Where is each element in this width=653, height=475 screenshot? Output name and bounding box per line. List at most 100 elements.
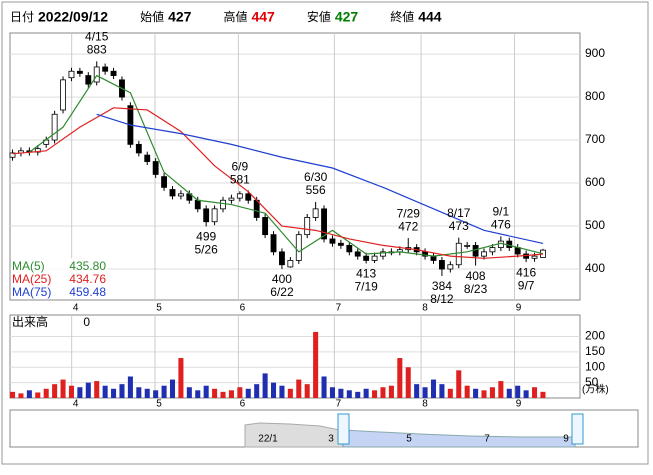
candle-body <box>93 66 100 83</box>
candle-body <box>304 217 311 236</box>
volume-bar <box>329 387 335 398</box>
candle-body <box>354 251 361 257</box>
volume-current: 0 <box>83 315 90 329</box>
legend-value: 434.76 <box>69 272 106 286</box>
volume-bar <box>430 379 437 398</box>
y-tick-label: 400 <box>585 261 605 275</box>
y-tick-label: 150 <box>585 344 605 358</box>
navigator-label: 3 <box>328 434 334 445</box>
candle-body <box>447 264 454 270</box>
candle-body <box>497 240 504 248</box>
volume-bar <box>18 393 24 398</box>
annotation-date: 6/30 <box>304 170 328 184</box>
candle-body <box>245 193 252 201</box>
volume-bar <box>523 390 529 398</box>
volume-bar <box>237 387 243 398</box>
y-tick-label: 900 <box>585 46 605 60</box>
candle-body <box>514 247 521 255</box>
candle-body <box>152 161 159 175</box>
navigator-handle[interactable] <box>571 413 584 445</box>
annotation-date: 6/9 <box>232 159 249 173</box>
header-label: 安値 <box>307 9 331 24</box>
volume-bar <box>161 385 167 398</box>
volume-bar <box>439 384 445 398</box>
candle-body <box>312 208 319 218</box>
candle-body <box>295 234 302 261</box>
volume-bar <box>254 384 260 398</box>
header-value: 444 <box>418 9 442 25</box>
candle-body <box>169 189 176 197</box>
candle-body <box>110 70 117 76</box>
y-tick-label: 50 <box>585 375 599 389</box>
x-tick-label: 8 <box>422 399 428 410</box>
header-value: 427 <box>335 9 359 25</box>
volume-bar <box>473 388 479 398</box>
volume-bar <box>388 385 394 398</box>
volume-bar <box>304 384 310 398</box>
volume-bar <box>540 391 546 398</box>
volume-bar <box>372 390 378 398</box>
volume-bar <box>153 390 159 398</box>
volume-bar <box>363 388 369 398</box>
volume-bar <box>228 390 234 398</box>
candle-body <box>236 193 243 199</box>
header-value: 427 <box>168 9 192 25</box>
candle-body <box>220 199 226 210</box>
annotation-value: 473 <box>449 219 469 233</box>
volume-bar <box>456 370 462 398</box>
candle-body <box>321 208 327 240</box>
volume-bar <box>127 376 133 398</box>
annotation-value: 556 <box>306 183 326 197</box>
volume-bar <box>102 385 108 398</box>
header-label: 日付 <box>10 10 34 24</box>
annotation-value: 384 <box>432 279 452 293</box>
annotation-value: 499 <box>196 230 216 244</box>
x-tick-label: 5 <box>156 303 162 314</box>
navigator-handle[interactable] <box>337 413 350 445</box>
header-value: 2022/09/12 <box>38 9 108 25</box>
candle-body <box>135 143 142 154</box>
annotation-value: 581 <box>230 172 250 186</box>
volume-panel <box>9 314 581 399</box>
volume-bar <box>498 381 504 398</box>
volume-bar <box>26 390 32 398</box>
x-tick-label: 9 <box>516 399 522 410</box>
volume-unit: (万株) <box>582 383 609 396</box>
y-tick-label: 600 <box>585 175 605 189</box>
volume-bar <box>119 384 125 398</box>
candle-body <box>144 154 151 162</box>
x-tick-label: 9 <box>516 303 522 314</box>
x-tick-label: 4 <box>73 399 79 410</box>
x-tick-label: 7 <box>336 399 342 410</box>
legend-value: 459.48 <box>69 285 106 299</box>
candle-body <box>287 260 294 268</box>
annotation-date: 8/17 <box>447 206 471 220</box>
volume-bar <box>506 388 512 398</box>
ma-line <box>29 74 544 257</box>
navigator-label: 7 <box>484 434 490 445</box>
annotation-date: 4/15 <box>85 30 109 44</box>
volume-bar <box>380 387 386 398</box>
volume-bar <box>68 385 74 398</box>
volume-bar <box>422 387 428 398</box>
candle-body <box>60 79 66 111</box>
navigator-label: 9 <box>563 434 569 445</box>
candle-body <box>346 244 353 253</box>
annotation-value: 883 <box>87 43 107 57</box>
annotation-value: 476 <box>491 218 511 232</box>
volume-bar <box>489 387 495 398</box>
volume-bar <box>279 385 285 398</box>
candle-body <box>464 244 471 247</box>
header-label: 始値 <box>140 9 164 24</box>
ma-line <box>12 107 544 259</box>
volume-bar <box>43 388 49 398</box>
volume-bar <box>532 387 538 398</box>
x-tick-label: 6 <box>240 303 246 314</box>
navigator-label: 5 <box>406 434 412 445</box>
volume-bar <box>405 367 411 398</box>
y-tick-label: 800 <box>585 89 605 103</box>
volume-bar <box>464 385 470 398</box>
candle-body <box>455 242 462 266</box>
volume-bar <box>111 388 117 398</box>
candle-body <box>337 242 344 246</box>
